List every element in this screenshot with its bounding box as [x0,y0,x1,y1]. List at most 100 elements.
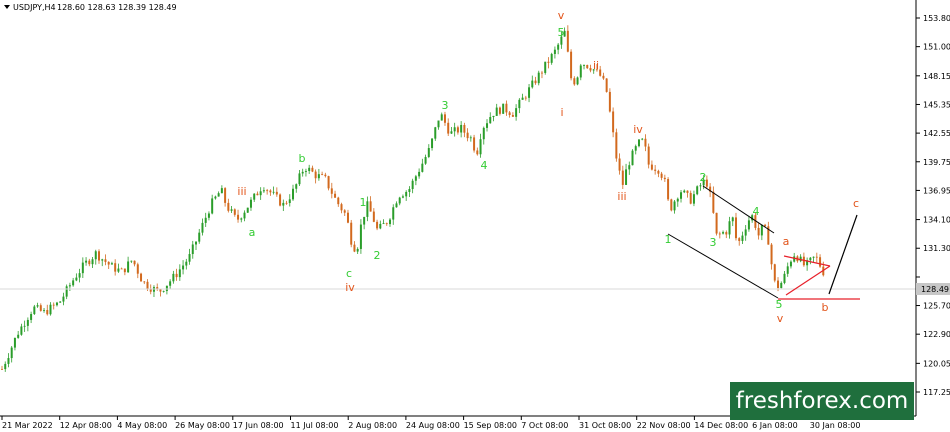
candle-body [324,174,327,177]
candle-body [705,179,708,187]
candle-body [182,265,185,270]
wave-label: ii [593,59,599,72]
candle-body [343,210,346,213]
candle-body [165,285,168,291]
candle-body [495,107,498,116]
candle-body [696,186,699,195]
candle-body [207,213,210,218]
candle-body [521,97,524,100]
candle-body [214,196,217,199]
candle-body [379,223,382,229]
candle-body [314,171,317,179]
candle-body [81,262,84,274]
candle-body [618,158,621,171]
candle-body [411,180,414,190]
candle-body [751,215,754,221]
candle-body [712,191,715,213]
candle-body [321,174,324,175]
candle-body [301,171,304,174]
candle-body [447,122,450,134]
candle-body [482,127,485,140]
x-tick-label: 2 Aug 08:00 [348,421,397,430]
ohlc-label: 128.60 128.63 128.39 128.49 [57,3,177,12]
x-tick-label: 6 Jan 08:00 [752,421,798,430]
candle-body [502,103,505,114]
wave-label: 4 [481,159,488,172]
candle-body [715,212,718,234]
candle-body [421,163,424,172]
candle-body [94,251,97,260]
candle-body [414,176,417,181]
candle-body [43,309,46,311]
candle-body [524,97,527,99]
x-tick-label: 17 Jun 08:00 [233,421,284,430]
candle-body [760,224,763,236]
y-tick-label: 117.25 [923,388,950,397]
candle-body [359,224,362,249]
candle-body [405,191,408,197]
candle-body [366,201,369,217]
candle-body [515,108,518,117]
candles [1,25,825,372]
candle-body [311,167,314,172]
candle-body [683,190,686,193]
candle-body [49,304,52,315]
candle-body [692,194,695,204]
candle-body [544,61,547,73]
candle-body [52,304,55,306]
y-tick-label: 139.75 [923,158,950,167]
candle-body [599,69,602,76]
candle-body [227,202,230,211]
candle-body [589,68,592,71]
candle-body [592,69,595,71]
candle-body [586,65,589,69]
candle-body [1,368,3,370]
candle-body [553,49,556,54]
candle-body [625,169,628,185]
candle-body [204,217,207,223]
candle-body [149,288,152,292]
candle-body [437,120,440,128]
candle-body [528,87,531,98]
candle-body [110,263,113,265]
y-tick-label: 131.30 [923,244,950,253]
candle-body [777,280,780,289]
candle-body [424,156,427,164]
x-tick-label: 14 Dec 08:00 [694,421,748,430]
candle-body [644,138,647,147]
candle-body [783,273,786,283]
wave-label: c [346,267,352,280]
candle-body [770,244,773,265]
candle-body [36,305,39,307]
wave-label: 5 [558,26,565,39]
candle-body [773,264,776,281]
candle-body [573,78,576,85]
candle-body [780,282,783,289]
dropdown-arrow-icon[interactable] [4,5,10,9]
candle-body [473,137,476,151]
wave-label: 3 [442,99,449,112]
candle-body [356,248,359,252]
candle-body [612,111,615,133]
candle-body [560,36,563,45]
candle-body [249,199,252,208]
candle-body [809,257,812,261]
candle-body [650,164,653,170]
wave-label: iii [237,185,246,198]
candle-body [408,189,411,192]
triangle-lower-line [785,265,831,296]
candle-body [117,268,120,272]
x-tick-label: 30 Jan 08:00 [810,421,861,430]
candle-body [615,132,618,159]
candle-body [91,259,94,265]
x-tick-label: 24 Aug 08:00 [406,421,460,430]
wave-label: 3 [710,236,717,249]
candle-body [243,212,246,219]
candle-body [230,209,233,211]
candle-body [508,112,511,115]
candle-body [33,306,36,315]
candle-body [17,334,20,338]
candle-body [75,277,78,281]
wave-label: 5 [776,298,783,311]
